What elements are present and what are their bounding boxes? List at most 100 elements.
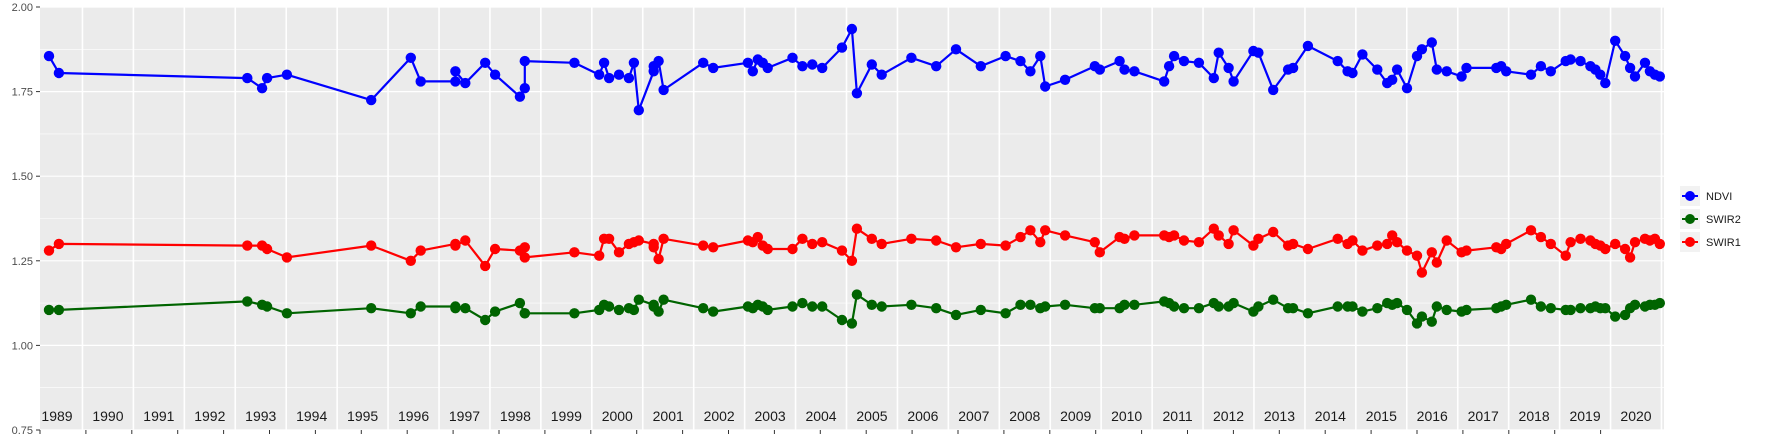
data-point-swir1 [613,247,625,258]
data-point-swir2 [43,304,55,316]
data-point-ndvi [1372,64,1383,75]
year-label: 1992 [194,408,225,424]
data-point-swir1 [787,243,798,255]
data-point-swir1 [1501,238,1512,250]
data-point-swir1 [1525,225,1537,236]
data-point-swir2 [1416,311,1428,322]
data-point-ndvi [1059,74,1071,86]
year-label: 2020 [1620,408,1651,424]
data-point-swir1 [1094,247,1106,258]
data-point-swir1 [658,233,669,244]
year-label: 2002 [704,408,735,424]
data-point-swir2 [405,308,416,319]
data-point-ndvi [950,44,962,55]
data-point-ndvi [242,72,253,84]
year-label: 2011 [1163,408,1193,424]
year-label: 1993 [245,408,276,424]
data-point-ndvi [1610,35,1621,46]
data-point-swir1 [1089,237,1101,248]
data-point-ndvi [405,52,416,63]
data-point-swir2 [1545,303,1557,314]
data-point-ndvi [1168,50,1180,62]
data-point-swir1 [1040,225,1051,236]
data-point-ndvi [366,94,377,106]
data-point-swir1 [1035,237,1046,248]
data-point-ndvi [1595,69,1606,80]
y-tick-label: 0.75 [12,425,33,437]
data-point-swir1 [405,255,416,266]
data-point-swir2 [1372,303,1383,314]
data-point-ndvi [1287,62,1299,74]
data-point-swir1 [1000,240,1011,251]
year-label: 2008 [1009,408,1040,424]
data-point-swir2 [460,303,471,314]
data-point-swir2 [1654,297,1666,309]
data-point-swir2 [1119,299,1130,310]
data-point-swir1 [1441,235,1452,246]
data-point-ndvi [1629,71,1641,82]
data-point-swir2 [797,297,808,309]
data-point-swir2 [1332,301,1343,312]
data-point-ndvi [1178,55,1190,67]
year-label: 2010 [1111,408,1142,424]
data-point-ndvi [603,72,615,84]
data-point-ndvi [1040,81,1051,92]
year-label: 2007 [958,408,989,424]
year-label: 2001 [653,408,684,424]
data-point-swir1 [489,243,501,255]
data-point-swir2 [653,306,664,317]
year-label: 2013 [1264,408,1295,424]
data-point-swir2 [931,303,942,314]
data-point-swir1 [851,223,863,234]
data-point-swir2 [817,301,828,312]
data-point-ndvi [1501,66,1512,77]
y-axis: 0.75 1.00 1.25 1.50 1.75 2.00 [12,2,1602,437]
data-point-swir1 [1416,267,1428,278]
data-point-swir2 [975,304,986,316]
data-point-ndvi [1654,71,1666,82]
year-label: 2012 [1213,408,1244,424]
y-tick-label: 1.50 [12,171,33,183]
data-point-swir2 [787,301,798,312]
data-point-ndvi [1624,62,1636,74]
series-swir2 [43,289,1666,329]
data-point-swir1 [1129,230,1140,241]
data-point-ndvi [653,55,664,67]
data-point-ndvi [1431,64,1443,75]
data-point-swir1 [950,242,962,253]
year-label: 1989 [41,408,72,424]
data-point-swir1 [1619,243,1631,255]
y-tick-label: 1.25 [12,256,33,268]
data-point-swir2 [1287,303,1299,314]
data-point-ndvi [1426,37,1438,48]
data-point-swir1 [1332,233,1343,244]
data-point-swir1 [519,252,530,263]
data-point-ndvi [281,69,293,80]
data-point-swir1 [450,240,461,251]
data-point-swir2 [950,309,962,321]
data-point-ndvi [797,60,808,72]
data-point-ndvi [1387,74,1398,86]
data-point-swir1 [1431,257,1443,268]
data-point-ndvi [1461,62,1472,74]
data-point-swir2 [366,303,377,314]
data-point-swir2 [519,308,530,319]
legend-key-point [1685,237,1695,247]
data-point-swir1 [1391,237,1403,248]
data-point-ndvi [53,67,65,79]
data-point-swir2 [1501,299,1512,310]
data-point-swir1 [797,233,808,244]
data-point-swir1 [1015,231,1026,243]
data-point-swir1 [1560,250,1571,261]
data-point-ndvi [658,84,669,96]
data-point-ndvi [1347,67,1358,79]
data-point-ndvi [261,72,273,84]
data-point-swir2 [1129,299,1140,310]
data-point-swir1 [1600,243,1611,255]
data-point-swir1 [1168,230,1180,241]
data-point-swir1 [1426,247,1438,258]
data-point-swir2 [807,301,818,312]
data-point-ndvi [1114,55,1125,67]
data-point-swir2 [876,301,887,312]
data-point-ndvi [1253,47,1264,58]
